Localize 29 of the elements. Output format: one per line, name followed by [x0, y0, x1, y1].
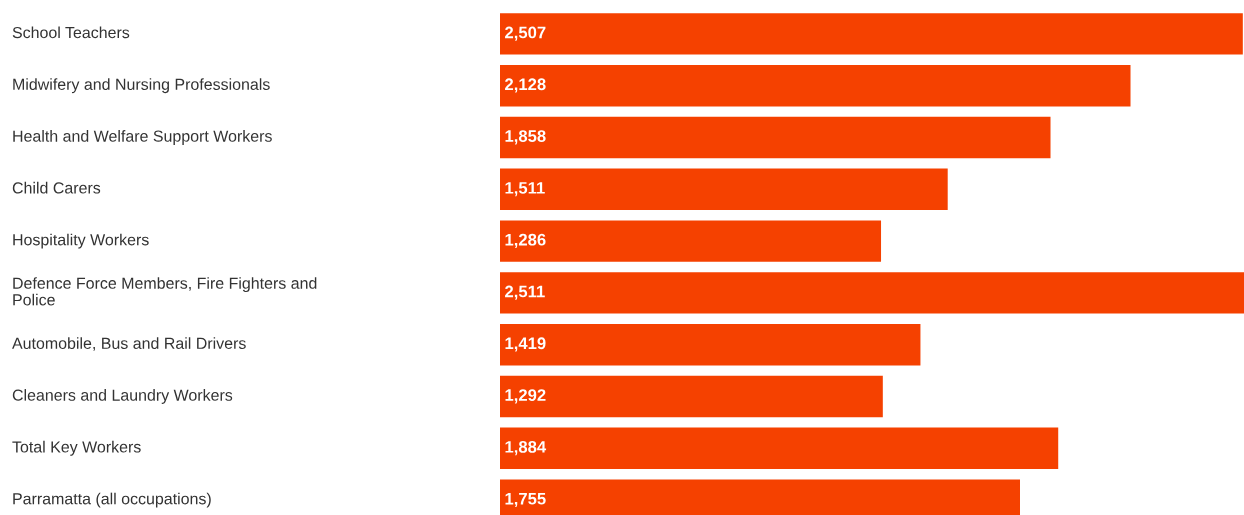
bar — [500, 64, 1131, 107]
data-label: 2,507 — [505, 26, 546, 41]
bar — [500, 323, 921, 366]
y-tick-label: Child Carers — [12, 181, 101, 194]
data-label: 2,128 — [505, 78, 546, 93]
bar — [500, 272, 1244, 314]
y-tick-label: Automobile, Bus and Rail Drivers — [12, 337, 246, 351]
bar — [500, 427, 1059, 470]
bar — [500, 168, 948, 211]
y-tick-label: Total Key Workers — [12, 440, 141, 456]
data-label: 1,858 — [505, 130, 546, 145]
y-tick-label: Defence Force Members, Fire Fighters and Police — [13, 277, 317, 306]
data-label: 1,286 — [505, 233, 546, 248]
bar — [500, 116, 1051, 159]
y-tick-label: Hospitality Workers — [13, 233, 149, 249]
data-label: 1,884 — [505, 440, 547, 456]
y-tick-label: Parramatta (all occupations) — [13, 492, 211, 508]
bar — [500, 220, 882, 262]
y-tick-label: Health and Welfare Support Workers — [13, 130, 272, 145]
data-label: 1,419 — [505, 337, 546, 352]
data-label: 1,511 — [505, 182, 545, 197]
data-label: 1,755 — [505, 492, 546, 507]
data-label: 1,292 — [505, 389, 546, 404]
y-tick-label: Cleaners and Laundry Workers — [12, 389, 233, 404]
data-label: 2,511 — [505, 285, 545, 300]
bar — [500, 13, 1243, 55]
bar — [500, 375, 883, 418]
y-tick-label: School Teachers — [12, 26, 130, 39]
y-tick-label: Midwifery and Nursing Professionals — [13, 78, 270, 94]
